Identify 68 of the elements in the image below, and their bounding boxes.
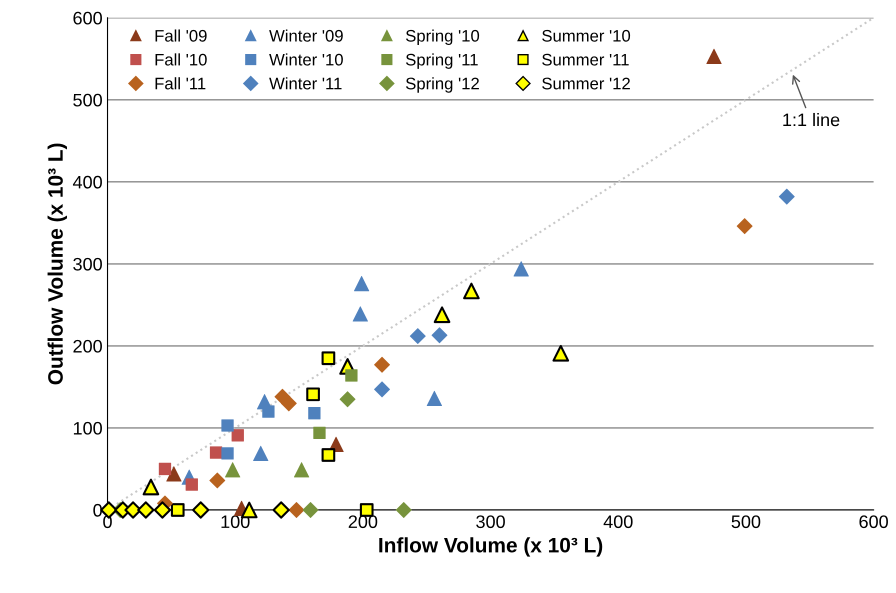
point: [253, 446, 268, 462]
legend-label: Summer '10: [542, 30, 630, 42]
y-tick-label: 200: [73, 340, 102, 353]
point: [288, 502, 304, 518]
y-tick-label: 300: [73, 258, 102, 271]
legend-label: Winter '11: [269, 77, 342, 90]
point: [514, 261, 529, 276]
point: [137, 501, 154, 519]
point: [434, 306, 450, 324]
point: [170, 503, 185, 517]
point: [322, 448, 336, 462]
point: [410, 328, 426, 344]
point: [463, 282, 480, 300]
point: [272, 501, 290, 519]
point: [354, 276, 370, 292]
point: [374, 381, 390, 398]
point: [209, 472, 226, 488]
point: [706, 48, 722, 64]
y-tick-label: 500: [73, 94, 102, 107]
legend-label: Fall '10: [156, 53, 207, 66]
point: [432, 327, 448, 344]
legend-label: Winter '09: [269, 29, 343, 42]
legend-label: Spring '11: [406, 53, 478, 69]
legend-label: Summer '12: [542, 78, 630, 90]
legend-label: Fall '11: [156, 77, 206, 90]
point: [306, 387, 320, 402]
point: [345, 369, 358, 382]
point: [232, 429, 244, 442]
x-tick-label: 300: [476, 515, 505, 528]
point: [225, 462, 240, 478]
point: [308, 407, 321, 420]
legend-label: Summer '11: [542, 54, 629, 66]
point: [142, 478, 160, 496]
point: [186, 478, 198, 491]
point: [302, 502, 318, 518]
point: [340, 391, 356, 408]
point: [154, 501, 172, 519]
point: [210, 446, 222, 459]
x-tick-label: 500: [732, 515, 760, 528]
x-tick-label: 600: [859, 515, 888, 528]
point: [221, 447, 234, 460]
annotation: 1:1 line: [783, 112, 840, 126]
x-axis-title: Inflow Volume (x 10³ L): [379, 537, 602, 557]
y-axis-title: Outflow Volume (x 10³ L): [48, 144, 67, 384]
legend-label: Winter '10: [269, 53, 343, 66]
point: [396, 502, 412, 518]
point: [313, 426, 326, 440]
point: [552, 344, 570, 362]
legend-label: Spring '10: [406, 29, 480, 45]
point: [294, 462, 310, 478]
legend-label: Fall '09: [156, 29, 207, 42]
point: [262, 405, 275, 418]
point: [280, 395, 297, 412]
point: [736, 218, 753, 234]
point: [158, 462, 172, 476]
y-tick-label: 100: [74, 422, 102, 435]
x-tick-label: 400: [604, 515, 633, 528]
legend-label: Spring '12: [406, 77, 479, 93]
point: [778, 188, 795, 205]
y-tick-label: 600: [73, 12, 102, 25]
point: [221, 419, 234, 432]
point: [352, 306, 368, 322]
point: [192, 501, 210, 519]
point: [426, 390, 442, 406]
point: [166, 466, 182, 482]
point: [374, 356, 390, 373]
point: [322, 351, 336, 366]
y-tick-label: 400: [72, 176, 102, 189]
